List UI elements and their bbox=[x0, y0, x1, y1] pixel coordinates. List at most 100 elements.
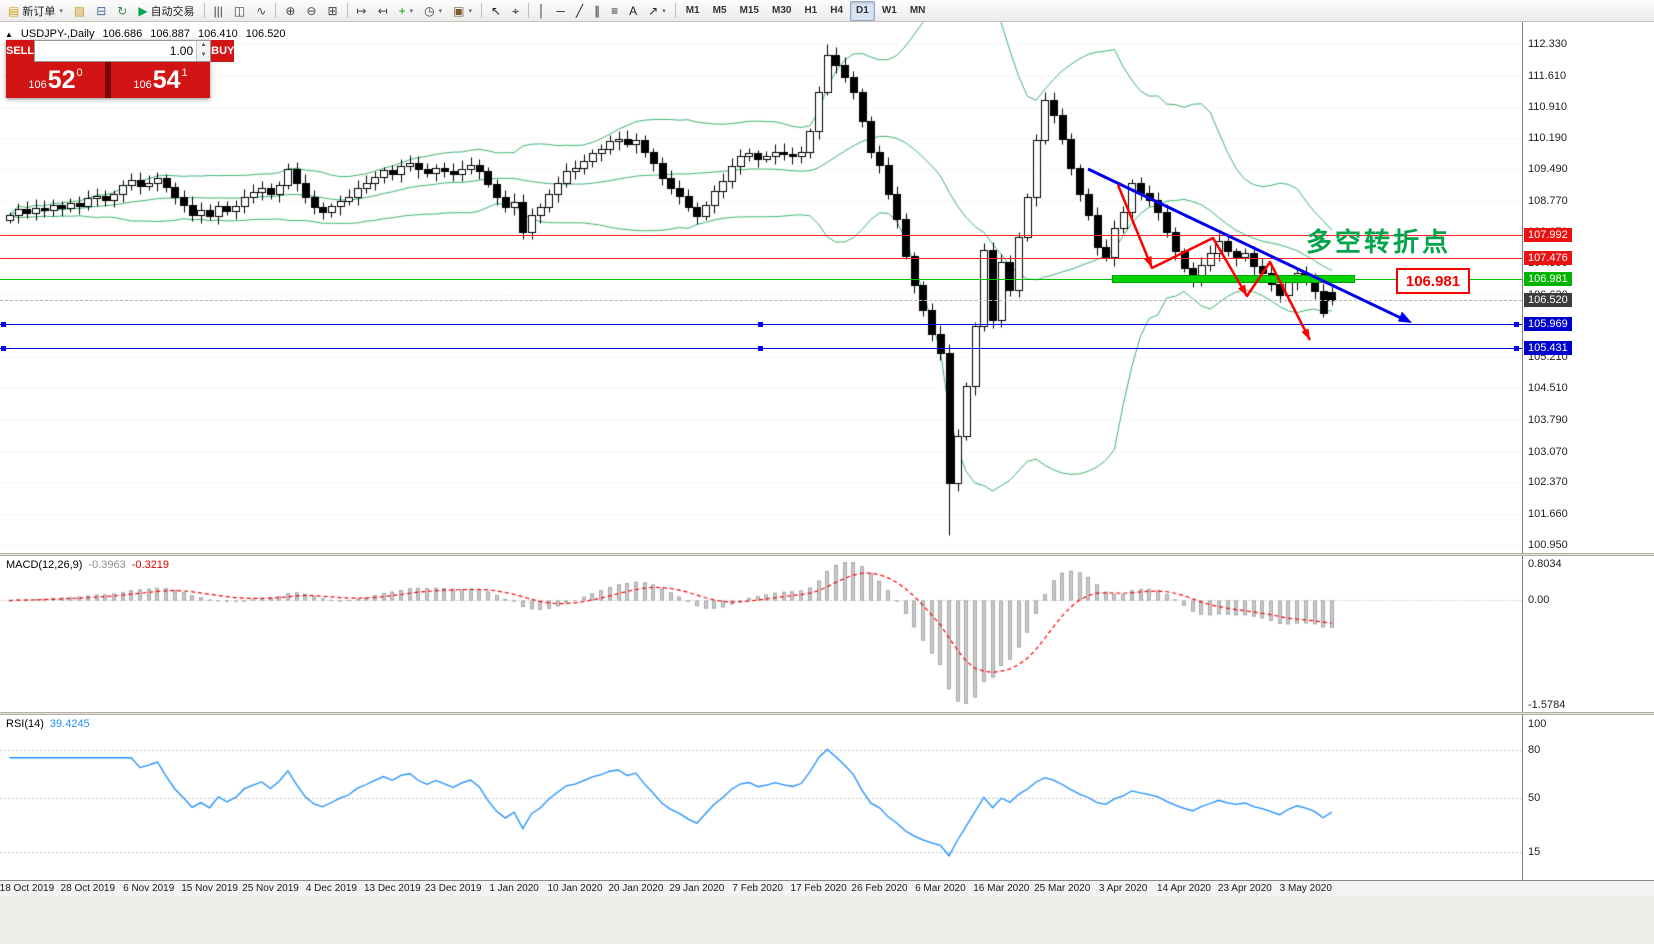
price-axis[interactable]: 112.330 111.610 110.910 110.190 109.490 108.7… bbox=[1522, 22, 1654, 896]
time-axis-label: 4 Dec 2019 bbox=[305, 883, 357, 894]
turning-point-line[interactable] bbox=[0, 279, 1522, 280]
lot-decrease-button[interactable]: ▼ bbox=[197, 51, 211, 61]
auto-trading-button[interactable]: ▶ 自动交易 bbox=[133, 1, 199, 21]
resistance-line-1[interactable] bbox=[0, 235, 1522, 236]
time-axis-label: 1 Jan 2020 bbox=[489, 883, 539, 894]
text-button[interactable]: A bbox=[624, 1, 642, 21]
timeframe-m1-label: M1 bbox=[685, 5, 700, 16]
support-line-2[interactable] bbox=[0, 346, 1522, 351]
timeframe-w1[interactable]: W1 bbox=[876, 1, 903, 21]
channel-button[interactable]: ∥ bbox=[589, 1, 605, 21]
resistance-line-2[interactable] bbox=[0, 258, 1522, 259]
indicators-button[interactable]: + ▾ bbox=[394, 1, 419, 21]
timeframe-m30[interactable]: M30 bbox=[766, 1, 797, 21]
toolbar-separator bbox=[346, 3, 348, 18]
line-handle[interactable] bbox=[758, 322, 763, 327]
price-axis-label: 104.510 bbox=[1528, 382, 1568, 394]
buy-tab[interactable]: BUY bbox=[211, 40, 235, 62]
time-axis-label: 7 Feb 2020 bbox=[732, 883, 783, 894]
lot-size-field: ▲ ▼ bbox=[34, 40, 212, 62]
indicator-scale-label: 0.00 bbox=[1528, 594, 1550, 606]
sell-price-superscript: 0 bbox=[76, 67, 83, 79]
fibonacci-button[interactable]: ≡ bbox=[606, 1, 623, 21]
periods-button[interactable]: ◷ ▾ bbox=[419, 1, 447, 21]
panel-splitter[interactable] bbox=[0, 553, 1654, 556]
time-axis-label: 17 Feb 2020 bbox=[790, 883, 847, 894]
vertical-line-button[interactable]: │ bbox=[533, 1, 551, 21]
new-order-button[interactable]: ▤ 新订单 ▾ bbox=[3, 1, 68, 21]
timeframe-m15[interactable]: M15 bbox=[734, 1, 765, 21]
sell-tab[interactable]: SELL bbox=[6, 40, 35, 62]
bar-chart-button[interactable]: ||| bbox=[209, 1, 228, 21]
rsi-canvas[interactable] bbox=[0, 715, 1522, 880]
timeframe-d1[interactable]: D1 bbox=[850, 0, 875, 21]
macd-canvas[interactable] bbox=[0, 556, 1522, 712]
timeframe-mn[interactable]: MN bbox=[904, 1, 932, 21]
templates-button[interactable]: ▣ ▾ bbox=[448, 1, 477, 21]
tile-windows-button[interactable]: ⊞ bbox=[322, 1, 342, 21]
zoom-out-button[interactable]: ⊖ bbox=[301, 1, 321, 21]
line-handle[interactable] bbox=[1, 322, 6, 327]
panel-splitter[interactable] bbox=[0, 712, 1654, 715]
timeframe-m1[interactable]: M1 bbox=[680, 1, 706, 21]
zoom-in-button[interactable]: ⊕ bbox=[280, 1, 300, 21]
crosshair-icon: ⌖ bbox=[512, 3, 519, 18]
trendline-button[interactable]: ╱ bbox=[571, 1, 588, 21]
line-chart-icon: ∿ bbox=[256, 3, 267, 18]
cursor-button[interactable]: ↖ bbox=[486, 1, 506, 21]
macd-panel[interactable]: MACD(12,26,9) -0.3963 -0.3219 bbox=[0, 556, 1522, 712]
time-axis-label: 14 Apr 2020 bbox=[1157, 883, 1211, 894]
line-handle[interactable] bbox=[1514, 322, 1519, 327]
print-button[interactable]: ⊟ bbox=[91, 1, 111, 21]
price-tag: 107.476 bbox=[1524, 251, 1572, 265]
toolbar-separator bbox=[275, 3, 277, 18]
arrows-button[interactable]: ↗ ▾ bbox=[643, 1, 671, 21]
buy-button[interactable]: 106 54 1 bbox=[111, 62, 210, 98]
chart-panel[interactable]: ▲ USDJPY-,Daily 106.686 106.887 106.410 … bbox=[0, 22, 1522, 553]
refresh-button[interactable]: ↻ bbox=[112, 1, 132, 21]
crosshair-button[interactable]: ⌖ bbox=[507, 1, 524, 21]
chart-profiles-icon: ▧ bbox=[73, 3, 86, 18]
text-icon: A bbox=[629, 3, 638, 18]
fibonacci-icon: ≡ bbox=[611, 3, 619, 18]
indicator-scale-label: 100 bbox=[1528, 718, 1547, 730]
turning-point-highlight-bar[interactable] bbox=[1112, 275, 1355, 283]
line-handle[interactable] bbox=[758, 346, 763, 351]
time-axis-label: 6 Mar 2020 bbox=[915, 883, 966, 894]
price-axis-label: 111.610 bbox=[1528, 70, 1567, 82]
horizontal-line-button[interactable]: ─ bbox=[551, 1, 570, 21]
current-price-line[interactable] bbox=[0, 300, 1522, 301]
support-line-1[interactable] bbox=[0, 322, 1522, 327]
auto-scroll-button[interactable]: ↦ bbox=[352, 1, 372, 21]
main-chart-canvas[interactable] bbox=[0, 22, 1522, 553]
chart-shift-button[interactable]: ↤ bbox=[373, 1, 393, 21]
timeframe-mn-label: MN bbox=[909, 5, 926, 16]
time-axis[interactable]: 18 Oct 2019 28 Oct 2019 6 Nov 2019 15 Nov 2… bbox=[0, 880, 1654, 896]
time-axis-label: 23 Apr 2020 bbox=[1217, 883, 1272, 894]
line-handle[interactable] bbox=[1, 346, 6, 351]
refresh-icon: ↻ bbox=[117, 3, 128, 18]
print-icon: ⊟ bbox=[96, 3, 107, 18]
chart-profiles-button[interactable]: ▧ bbox=[69, 1, 90, 21]
price-callout-label[interactable]: 106.981 bbox=[1396, 268, 1470, 294]
price-tag: 107.992 bbox=[1524, 228, 1572, 242]
macd-label: MACD(12,26,9) -0.3963 -0.3219 bbox=[6, 559, 169, 571]
arrows-icon: ↗ bbox=[648, 3, 659, 18]
rsi-label: RSI(14) 39.4245 bbox=[6, 718, 90, 730]
line-chart-button[interactable]: ∿ bbox=[251, 1, 271, 21]
one-click-collapse-toggle[interactable]: ▲ bbox=[5, 29, 13, 39]
sell-button[interactable]: 106 52 0 bbox=[6, 62, 105, 98]
rsi-panel[interactable]: RSI(14) 39.4245 bbox=[0, 715, 1522, 880]
turning-point-annotation[interactable]: 多空转折点 bbox=[1306, 227, 1452, 257]
lot-input[interactable] bbox=[35, 41, 197, 61]
candlestick-icon: ◫ bbox=[233, 3, 246, 18]
timeframe-h4[interactable]: H4 bbox=[824, 1, 849, 21]
timeframe-h1[interactable]: H1 bbox=[798, 1, 823, 21]
price-tag: 105.431 bbox=[1524, 341, 1572, 355]
candlestick-button[interactable]: ◫ bbox=[229, 1, 250, 21]
auto-scroll-icon: ↦ bbox=[356, 3, 367, 18]
indicator-scale-label: 80 bbox=[1528, 744, 1541, 756]
timeframe-m5[interactable]: M5 bbox=[707, 1, 733, 21]
line-handle[interactable] bbox=[1514, 346, 1519, 351]
lot-increase-button[interactable]: ▲ bbox=[197, 41, 211, 51]
